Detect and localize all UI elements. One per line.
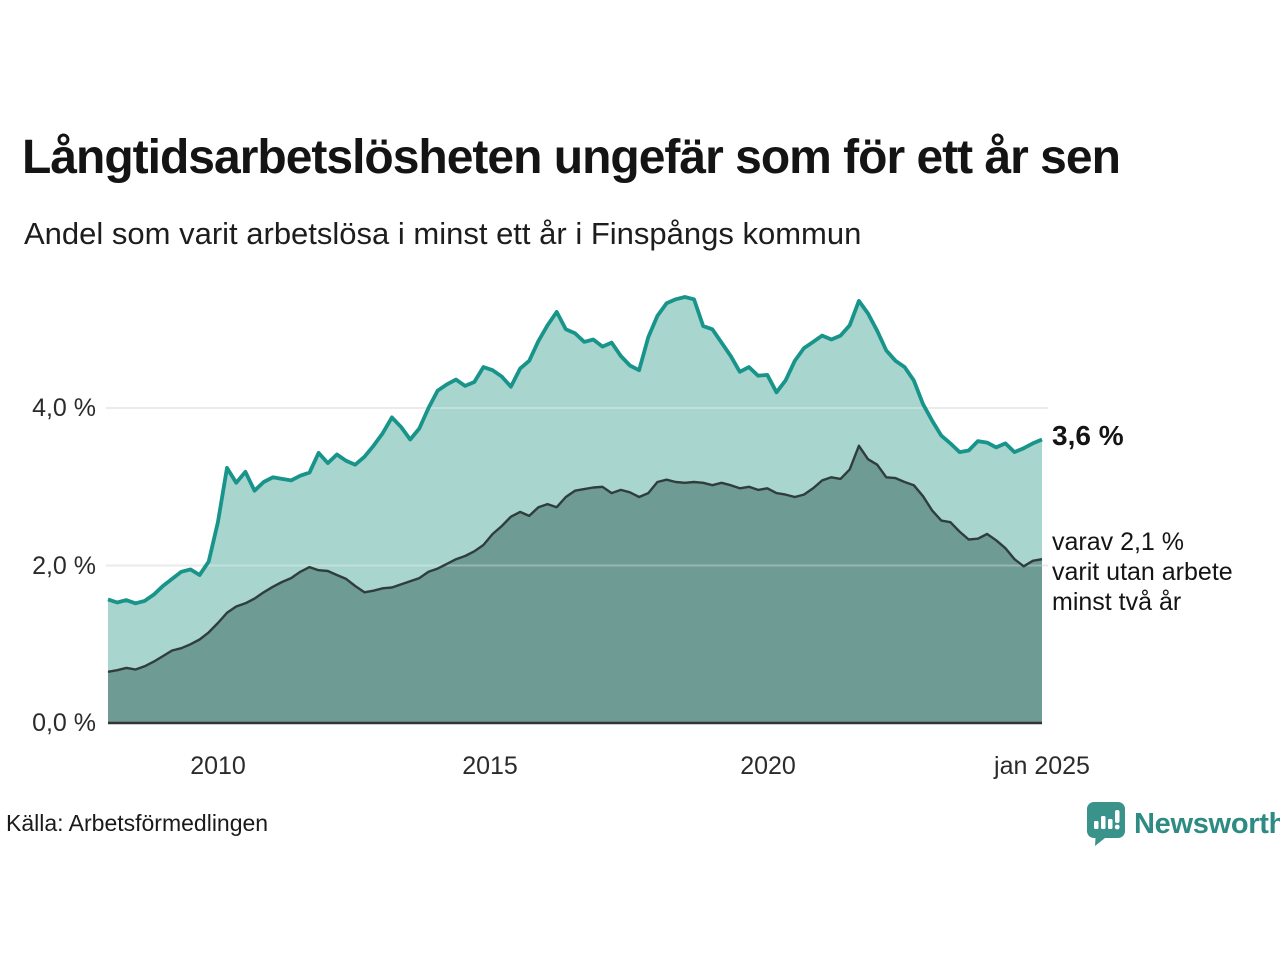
x-tick-label-2010: 2010 <box>190 752 246 780</box>
annotation-line-2: varit utan arbete <box>1052 558 1233 586</box>
x-tick-label-2015: 2015 <box>462 752 518 780</box>
secondary-series-annotation: varav 2,1 % varit utan arbete minst två … <box>1052 527 1233 617</box>
y-tick-label-0: 0,0 % <box>32 709 96 737</box>
annotation-line-1: varav 2,1 % <box>1052 528 1185 556</box>
annotation-line-3: minst två år <box>1052 588 1182 616</box>
newsworthy-logo-text: Newsworthy <box>1134 807 1280 840</box>
newsworthy-logo: Newsworthy <box>1086 801 1280 847</box>
x-tick-label-jan-2025: jan 2025 <box>994 752 1090 780</box>
page-title: Långtidsarbetslösheten ungefär som för e… <box>22 131 1121 184</box>
source-attribution: Källa: Arbetsförmedlingen <box>6 810 269 836</box>
x-tick-label-2020: 2020 <box>740 752 796 780</box>
latest-value-label: 3,6 % <box>1052 420 1124 451</box>
y-tick-label-2: 2,0 % <box>32 552 96 580</box>
chart-subtitle: Andel som varit arbetslösa i minst ett å… <box>24 216 862 251</box>
y-tick-label-4: 4,0 % <box>32 394 96 422</box>
newsworthy-bubble-chart-icon <box>1087 802 1125 846</box>
